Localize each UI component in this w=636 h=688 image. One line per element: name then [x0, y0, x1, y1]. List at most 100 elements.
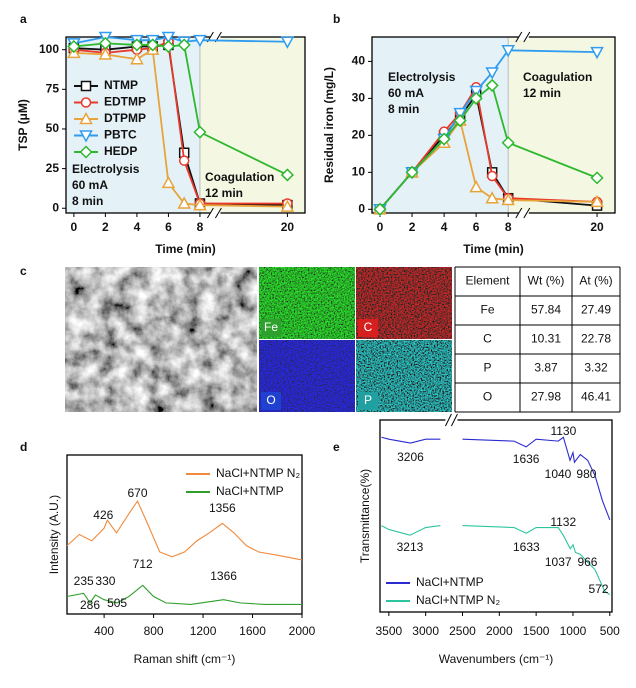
marker	[469, 91, 483, 105]
y-axis-label: Intensity (A.U.)	[47, 495, 61, 574]
x-tick-label: 800	[144, 624, 164, 638]
marker	[453, 114, 467, 128]
legend-label: EDTMP	[104, 95, 146, 109]
x-tick-label: 2	[409, 220, 416, 234]
frame	[371, 36, 616, 214]
x-tick-label: 6	[165, 220, 172, 234]
x-tick-label: 6	[473, 220, 480, 234]
marker	[469, 180, 483, 193]
y-tick-label: 50	[46, 121, 60, 135]
peak-label: 3206	[397, 450, 424, 464]
y-tick-label: 40	[352, 54, 366, 68]
table-header: Element	[465, 274, 510, 288]
marker	[590, 194, 604, 208]
table-header: At (%)	[579, 274, 612, 288]
x-tick-label: 20	[281, 220, 295, 234]
y-tick-label: 100	[39, 42, 59, 56]
region	[372, 37, 509, 213]
y-tick-label: 10	[352, 164, 366, 178]
table-cell: 3.32	[584, 361, 608, 375]
x-tick-label: 2	[102, 220, 109, 234]
peak-label: 1633	[513, 540, 540, 554]
marker	[177, 196, 191, 209]
peak-label: 426	[93, 508, 113, 522]
y-axis-label: TSP (μM)	[16, 99, 30, 151]
table-cell: 27.98	[531, 390, 561, 404]
series-line	[379, 83, 598, 210]
map-label-box	[358, 392, 378, 410]
legend-label: PBTC	[104, 128, 137, 142]
marker	[146, 38, 160, 52]
x-tick-label: 3500	[375, 624, 402, 638]
axis-break	[210, 210, 221, 216]
table-cell: 46.41	[581, 390, 611, 404]
region	[508, 37, 615, 213]
map-label-box	[358, 319, 378, 337]
peak-label: 670	[127, 486, 147, 500]
marker	[193, 125, 207, 139]
axis-break	[206, 207, 214, 219]
x-axis-label: Raman shift (cm⁻¹)	[134, 652, 236, 666]
panel-label: b	[333, 12, 340, 26]
table-cell: 57.84	[531, 303, 561, 317]
axis-break	[515, 31, 523, 43]
series-line	[381, 436, 611, 521]
table-cell: 27.49	[581, 303, 611, 317]
x-tick-label: 0	[377, 220, 384, 234]
y-tick-label: 30	[352, 91, 366, 105]
marker	[469, 85, 483, 99]
peak-label: 712	[133, 557, 153, 571]
x-tick-label: 1600	[239, 624, 266, 638]
sem-image	[65, 267, 257, 412]
x-tick-label: 3000	[412, 624, 439, 638]
marker	[79, 130, 93, 143]
peak-label: 572	[588, 582, 608, 596]
marker	[193, 198, 207, 211]
marker	[280, 168, 294, 182]
x-tick-label: 0	[71, 220, 78, 234]
x-tick-label: 2000	[486, 624, 513, 638]
table-cell: 10.31	[531, 332, 561, 346]
marker	[161, 175, 176, 189]
marker	[590, 171, 604, 185]
frame	[379, 419, 613, 613]
x-axis-label: Wavenumbers (cm⁻¹)	[439, 652, 554, 666]
marker	[177, 38, 191, 52]
frame	[66, 454, 303, 615]
marker	[80, 97, 92, 108]
legend-label: NaCl+NTMP N₂	[416, 593, 500, 607]
y-tick-label: 75	[46, 81, 60, 95]
legend-label: NaCl+NTMP N₂	[216, 466, 300, 480]
marker	[373, 202, 387, 216]
table-cell: 22.78	[581, 332, 611, 346]
axis-break	[518, 210, 529, 216]
series-line	[66, 584, 302, 606]
peak-label: 1636	[513, 452, 540, 466]
region	[66, 37, 200, 213]
axis-break	[515, 207, 523, 219]
marker	[501, 136, 515, 150]
marker	[178, 155, 190, 166]
marker	[161, 39, 175, 54]
peak-label: 1037	[545, 555, 572, 569]
marker	[130, 52, 144, 65]
series-line	[66, 499, 303, 561]
marker	[79, 111, 93, 125]
axis-break	[214, 207, 222, 219]
series-line	[381, 525, 611, 596]
region-label: 8 min	[388, 102, 419, 116]
table-cell: P	[483, 361, 491, 375]
legend-label: NaCl+NTMP	[216, 484, 284, 498]
marker	[501, 45, 515, 58]
peak-label: 505	[107, 596, 127, 610]
peak-label: 1132	[550, 515, 576, 529]
x-tick-label: 1500	[523, 624, 550, 638]
marker	[98, 47, 113, 60]
panel-label: e	[333, 440, 340, 454]
peak-label: 1130	[550, 424, 576, 438]
peak-label: 1356	[209, 501, 236, 515]
panel: Electrolysis 60 mA 8 min Coagulation 12 min 0…	[16, 12, 306, 256]
map-label: Fe	[264, 320, 278, 334]
x-tick-label: 4	[441, 220, 448, 234]
x-tick-label: 8	[505, 220, 512, 234]
